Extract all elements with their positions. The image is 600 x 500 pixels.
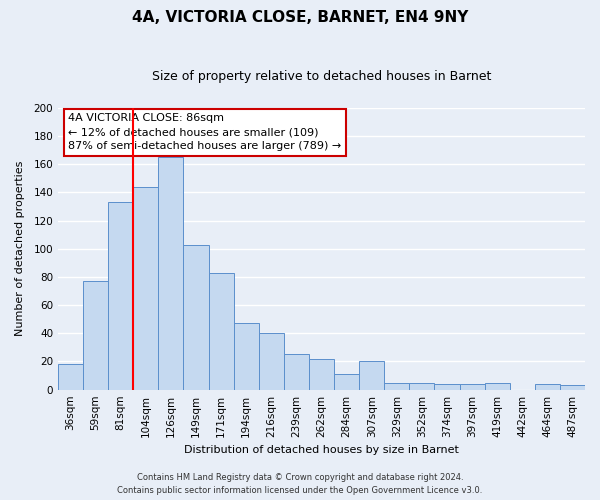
Bar: [233, 324, 259, 390]
Bar: [83, 281, 108, 390]
Text: 4A, VICTORIA CLOSE, BARNET, EN4 9NY: 4A, VICTORIA CLOSE, BARNET, EN4 9NY: [132, 10, 468, 25]
Text: Contains HM Land Registry data © Crown copyright and database right 2024.
Contai: Contains HM Land Registry data © Crown c…: [118, 474, 482, 495]
Bar: [108, 202, 133, 390]
Bar: [259, 334, 284, 390]
Bar: [184, 244, 209, 390]
Bar: [284, 354, 309, 390]
Text: 4A VICTORIA CLOSE: 86sqm
← 12% of detached houses are smaller (109)
87% of semi-: 4A VICTORIA CLOSE: 86sqm ← 12% of detach…: [68, 114, 342, 152]
Title: Size of property relative to detached houses in Barnet: Size of property relative to detached ho…: [152, 70, 491, 83]
Bar: [535, 384, 560, 390]
Bar: [133, 186, 158, 390]
Bar: [560, 386, 585, 390]
Bar: [158, 157, 184, 390]
Bar: [209, 272, 233, 390]
Bar: [309, 358, 334, 390]
Y-axis label: Number of detached properties: Number of detached properties: [15, 161, 25, 336]
Bar: [58, 364, 83, 390]
Bar: [460, 384, 485, 390]
Bar: [334, 374, 359, 390]
X-axis label: Distribution of detached houses by size in Barnet: Distribution of detached houses by size …: [184, 445, 459, 455]
Bar: [485, 382, 510, 390]
Bar: [359, 362, 384, 390]
Bar: [384, 382, 409, 390]
Bar: [434, 384, 460, 390]
Bar: [409, 382, 434, 390]
